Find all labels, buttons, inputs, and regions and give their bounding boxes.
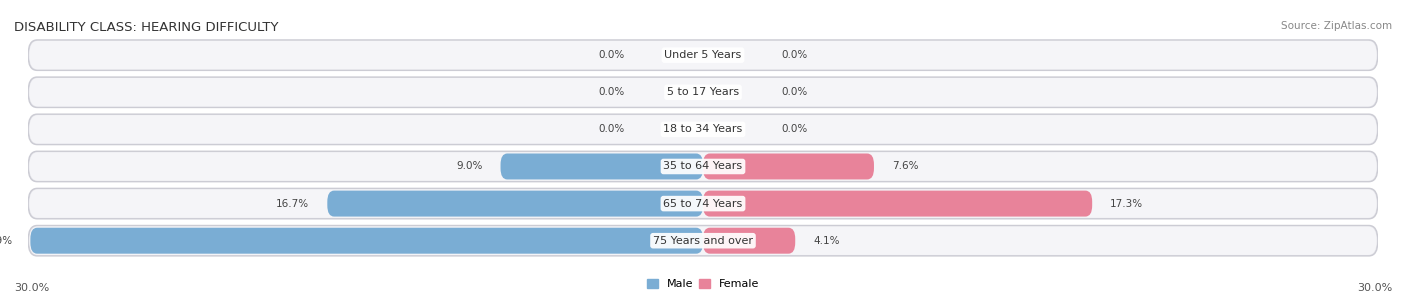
Text: 0.0%: 0.0% xyxy=(598,87,624,97)
Text: 5 to 17 Years: 5 to 17 Years xyxy=(666,87,740,97)
FancyBboxPatch shape xyxy=(31,228,703,254)
Text: 35 to 64 Years: 35 to 64 Years xyxy=(664,161,742,171)
FancyBboxPatch shape xyxy=(30,115,1376,144)
FancyBboxPatch shape xyxy=(501,153,703,179)
FancyBboxPatch shape xyxy=(30,78,1376,106)
Text: 16.7%: 16.7% xyxy=(276,199,309,209)
Legend: Male, Female: Male, Female xyxy=(643,275,763,294)
Text: 9.0%: 9.0% xyxy=(456,161,482,171)
Text: 29.9%: 29.9% xyxy=(0,236,13,246)
Text: 0.0%: 0.0% xyxy=(782,87,808,97)
Text: 75 Years and over: 75 Years and over xyxy=(652,236,754,246)
FancyBboxPatch shape xyxy=(703,228,796,254)
Text: 17.3%: 17.3% xyxy=(1111,199,1143,209)
Text: 30.0%: 30.0% xyxy=(1357,283,1392,293)
FancyBboxPatch shape xyxy=(28,77,1378,107)
FancyBboxPatch shape xyxy=(28,225,1378,256)
Text: 7.6%: 7.6% xyxy=(891,161,918,171)
Text: 30.0%: 30.0% xyxy=(14,283,49,293)
FancyBboxPatch shape xyxy=(30,152,1376,181)
FancyBboxPatch shape xyxy=(30,226,1376,255)
Text: 4.1%: 4.1% xyxy=(813,236,839,246)
FancyBboxPatch shape xyxy=(28,188,1378,219)
FancyBboxPatch shape xyxy=(28,151,1378,182)
Text: Source: ZipAtlas.com: Source: ZipAtlas.com xyxy=(1281,21,1392,31)
FancyBboxPatch shape xyxy=(28,114,1378,145)
Text: DISABILITY CLASS: HEARING DIFFICULTY: DISABILITY CLASS: HEARING DIFFICULTY xyxy=(14,21,278,34)
FancyBboxPatch shape xyxy=(28,40,1378,70)
Text: 18 to 34 Years: 18 to 34 Years xyxy=(664,124,742,135)
Text: 0.0%: 0.0% xyxy=(782,50,808,60)
Text: 0.0%: 0.0% xyxy=(598,124,624,135)
Text: 0.0%: 0.0% xyxy=(598,50,624,60)
FancyBboxPatch shape xyxy=(703,191,1092,217)
FancyBboxPatch shape xyxy=(30,41,1376,70)
Text: 65 to 74 Years: 65 to 74 Years xyxy=(664,199,742,209)
FancyBboxPatch shape xyxy=(30,189,1376,218)
FancyBboxPatch shape xyxy=(328,191,703,217)
Text: Under 5 Years: Under 5 Years xyxy=(665,50,741,60)
Text: 0.0%: 0.0% xyxy=(782,124,808,135)
FancyBboxPatch shape xyxy=(703,153,875,179)
